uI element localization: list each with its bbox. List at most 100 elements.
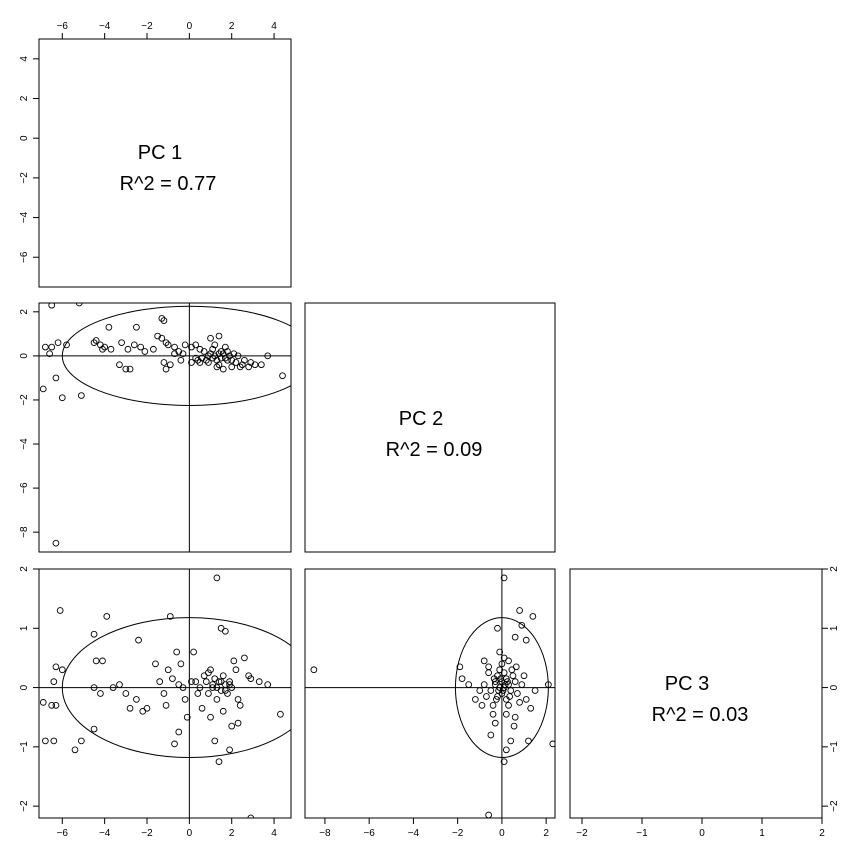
pc1-vs-pc2-point-4 — [158, 315, 166, 322]
pc1-r2-label: R^2 = 0.77 — [120, 173, 217, 195]
pc1-vs-pc3-point-84 — [222, 687, 229, 694]
pc1-vs-pc2-point-10 — [52, 374, 60, 382]
pc1-vs-pc2-point-34 — [179, 350, 187, 358]
panel-frame-pc1 — [38, 38, 292, 288]
pc1-vs-pc3-point-78 — [219, 707, 227, 715]
pc1-vs-pc3-point-71 — [226, 746, 233, 754]
pc1-vs-pc3-point-20 — [90, 630, 98, 638]
pc1-vs-pc2-point-80 — [213, 363, 221, 371]
pc2-vs-pc3-point-70 — [485, 669, 492, 677]
pc1-vs-pc2-point-24 — [130, 341, 138, 349]
panel-frame-pc1-vs-pc3 — [38, 568, 292, 819]
pc2-vs-pc3-point-65 — [516, 699, 523, 706]
pc2-vs-pc3-point-30 — [527, 704, 535, 712]
pc1-vs-pc2-point-73 — [264, 352, 272, 360]
pc1-vs-pc2-point-31 — [164, 341, 172, 349]
pc2-vs-pc3-point-1 — [500, 574, 508, 582]
bottom-axis-pc2-tick-label-0: 0 — [499, 828, 505, 839]
pc2-vs-pc3-point-53 — [499, 687, 507, 694]
pc1-vs-pc2-point-71 — [251, 361, 259, 369]
pc1-vs-pc3-point-12 — [52, 702, 60, 709]
pc2-vs-pc3-point-28 — [518, 681, 526, 688]
pc1-vs-pc3-point-57 — [226, 678, 233, 685]
left-axis-pc2-tick-label-0: 0 — [19, 353, 30, 359]
bottom-axis-pc1-tick-label-2: 2 — [229, 828, 235, 839]
pc1-vs-pc2-point-16 — [92, 337, 100, 344]
pc1-vs-pc2-point-39 — [116, 361, 123, 369]
pc1-vs-pc2-point-35 — [181, 341, 189, 349]
pc1-vs-pc3-group — [39, 569, 291, 818]
pc1-vs-pc3-point-77 — [207, 713, 214, 721]
pc1-vs-pc2-point-22 — [118, 339, 125, 347]
pc1-vs-pc2-point-72 — [258, 361, 265, 369]
pc2-vs-pc3-point-55 — [504, 678, 511, 685]
pc1-vs-pc3-point-21 — [90, 684, 98, 691]
pc1-vs-pc2-point-76 — [215, 332, 223, 340]
pc1-vs-pc3-point-11 — [48, 702, 56, 709]
pc1-vs-pc2-point-8 — [48, 343, 56, 351]
pc1-vs-pc2-point-45 — [177, 356, 185, 364]
pc1-vs-pc3-point-10 — [39, 699, 47, 706]
pc1-vs-pc3-point-22 — [97, 690, 104, 697]
pc1-vs-pc3-point-27 — [133, 696, 140, 703]
pc1-vs-pc3-point-1 — [103, 613, 111, 620]
pc1-vs-pc3-point-0 — [56, 607, 64, 614]
pc1-vs-pc3-point-14 — [50, 737, 58, 745]
left-axis-pc2-tick-label--2: −2 — [19, 394, 30, 406]
pc1-vs-pc3-point-69 — [211, 737, 219, 745]
pc2-vs-pc3-point-12 — [465, 681, 473, 688]
bottom-axis-pc2-tick-label--2: −2 — [452, 828, 464, 839]
pc1-vs-pc2-point-86 — [215, 350, 223, 358]
bottom-axis-pc1-tick-label--6: −6 — [57, 828, 69, 839]
pc1-vs-pc3-point-47 — [205, 690, 212, 697]
left-axis-row1-tick-label-0: 0 — [19, 135, 30, 141]
bottom-axis-pc2-tick-label--4: −4 — [408, 828, 420, 839]
pc1-vs-pc3-point-31 — [156, 678, 164, 685]
pc1-vs-pc2-point-21 — [107, 345, 115, 353]
pc2-vs-pc3-point-54 — [497, 675, 505, 683]
pc1-vs-pc3-point-61 — [234, 696, 242, 703]
pc2-vs-pc3-point-0 — [310, 666, 318, 674]
top-axis-pc1-tick-label-0: 0 — [187, 21, 193, 32]
pc1-vs-pc3-point-26 — [126, 704, 134, 712]
pc1-vs-pc2-point-82 — [228, 363, 236, 371]
pc1-vs-pc3-point-74 — [175, 728, 183, 736]
pc1-label: PC 1 — [138, 142, 182, 164]
pc1-vs-pc2-point-12 — [39, 385, 47, 393]
pc1-vs-pc2-point-85 — [209, 354, 216, 362]
pc2-vs-pc3-point-68 — [476, 687, 484, 694]
bottom-axis-pc1-tick-label--2: −2 — [141, 828, 153, 839]
pc2-vs-pc3-point-4 — [518, 621, 526, 629]
pc2-vs-pc3-group — [305, 569, 555, 818]
pc2-vs-pc3-point-56 — [493, 696, 500, 703]
pc2-vs-pc3-point-32 — [545, 681, 552, 688]
pc1-vs-pc3-point-44 — [196, 684, 204, 691]
pc1-vs-pc3-point-82 — [213, 684, 221, 691]
pc1-vs-pc2-point-30 — [162, 339, 170, 347]
pc1-vs-pc3-point-66 — [255, 678, 263, 685]
pc1-vs-pc3-point-6 — [222, 627, 229, 635]
pc2-vs-pc3-point-27 — [514, 690, 521, 697]
left-axis-pc3-tick-label-0: 0 — [19, 684, 30, 690]
pc1-vs-pc3-point-85 — [226, 681, 233, 688]
pc1-vs-pc2-point-7 — [42, 343, 49, 351]
pc1-vs-pc2-point-43 — [162, 365, 170, 373]
top-axis-pc1-tick-label--6: −6 — [57, 21, 69, 32]
pc1-vs-pc3-point-17 — [90, 725, 98, 733]
chart-marks — [39, 303, 555, 818]
panel-frame-pc3 — [569, 568, 823, 819]
pc1-vs-pc3-point-3 — [166, 613, 174, 620]
right-axis-pc3-tick-label--1: −1 — [829, 741, 840, 753]
pc1-vs-pc3-point-35 — [169, 675, 176, 683]
pc2-vs-pc3-point-29 — [522, 696, 530, 703]
pc1-vs-pc3-point-23 — [109, 684, 117, 691]
axis-ticks: −6 −4 −2 0 2 4 −6 −4 −2 0 2 4 −8 −6 −4 −2 0 2 −2 −1 0 1 2 −6 −4 −… — [19, 21, 840, 839]
bottom-axis-pc3-tick-label--2: −2 — [576, 828, 588, 839]
left-axis-row1-tick-label-4: 4 — [19, 56, 30, 62]
pc1-vs-pc2-ellipse — [61, 305, 291, 406]
pc3-r2-label: R^2 = 0.03 — [652, 704, 749, 726]
pc1-vs-pc2-point-6 — [54, 339, 62, 347]
pc2-vs-pc3-point-8 — [485, 663, 492, 671]
pc2-vs-pc3-point-33 — [549, 740, 555, 748]
pc2-vs-pc3-point-7 — [522, 636, 530, 644]
